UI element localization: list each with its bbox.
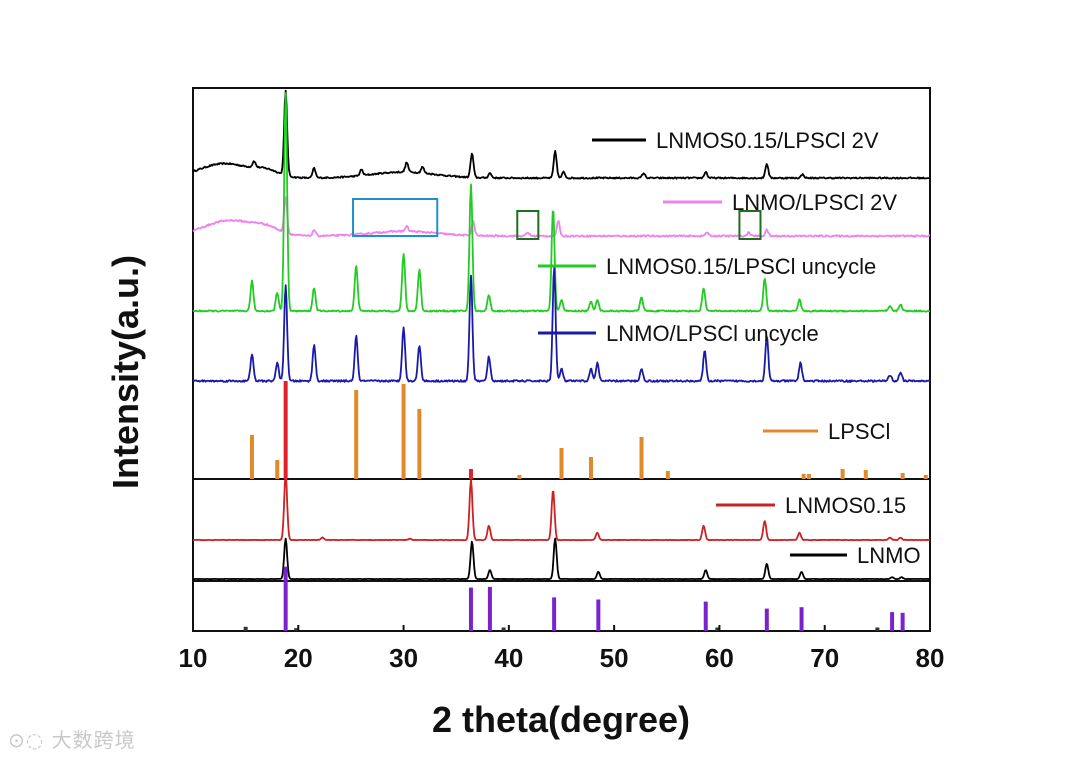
x-tick-label: 70 xyxy=(810,643,839,673)
legend-label: LNMO/LPSCl 2V xyxy=(732,190,897,215)
watermark: ⊙◌ 大数跨境 xyxy=(8,724,136,753)
series-line-1 xyxy=(192,196,931,238)
x-axis: 10 20 30 40 50 60 70 80 xyxy=(179,625,945,673)
series-line-5 xyxy=(192,537,931,580)
highlight-box xyxy=(738,210,762,240)
legend-label: LNMOS0.15/LPSCl 2V xyxy=(656,128,879,153)
y-axis-title: Intensity(a.u.) xyxy=(105,255,146,489)
x-tick-label: 10 xyxy=(179,643,208,673)
series-line-3 xyxy=(192,267,931,383)
legend-label: LNMO xyxy=(857,543,921,568)
annotation-layer xyxy=(352,198,762,240)
x-tick-label: 60 xyxy=(705,643,734,673)
legend-label: LNMOS0.15/LPSCl uncycle xyxy=(606,254,876,279)
x-tick-label: 20 xyxy=(284,643,313,673)
series-line-2 xyxy=(192,92,931,313)
reference-sticks-layer xyxy=(243,381,928,631)
watermark-text: 大数跨境 xyxy=(51,728,136,752)
legend-label: LNMOS0.15 xyxy=(785,493,906,518)
panel-frames xyxy=(192,87,931,632)
panel-bottom-frame xyxy=(192,580,931,632)
watermark-logo-icon: ⊙◌ xyxy=(8,728,52,752)
x-tick-label: 30 xyxy=(389,643,418,673)
x-tick-label: 50 xyxy=(600,643,629,673)
legend: LNMOS0.15/LPSCl 2V LNMO/LPSCl 2V LNMOS0.15… xyxy=(538,128,921,568)
legend-label: LPSCl xyxy=(828,419,890,444)
highlight-box xyxy=(516,210,540,240)
series-layer xyxy=(192,89,931,580)
series-line-0 xyxy=(192,89,931,180)
x-tick-label: 80 xyxy=(916,643,945,673)
series-line-4 xyxy=(192,472,931,542)
highlight-box xyxy=(352,198,439,237)
legend-label: LNMO/LPSCl uncycle xyxy=(606,321,819,346)
x-axis-title: 2 theta(degree) xyxy=(432,699,690,740)
x-tick-label: 40 xyxy=(494,643,523,673)
